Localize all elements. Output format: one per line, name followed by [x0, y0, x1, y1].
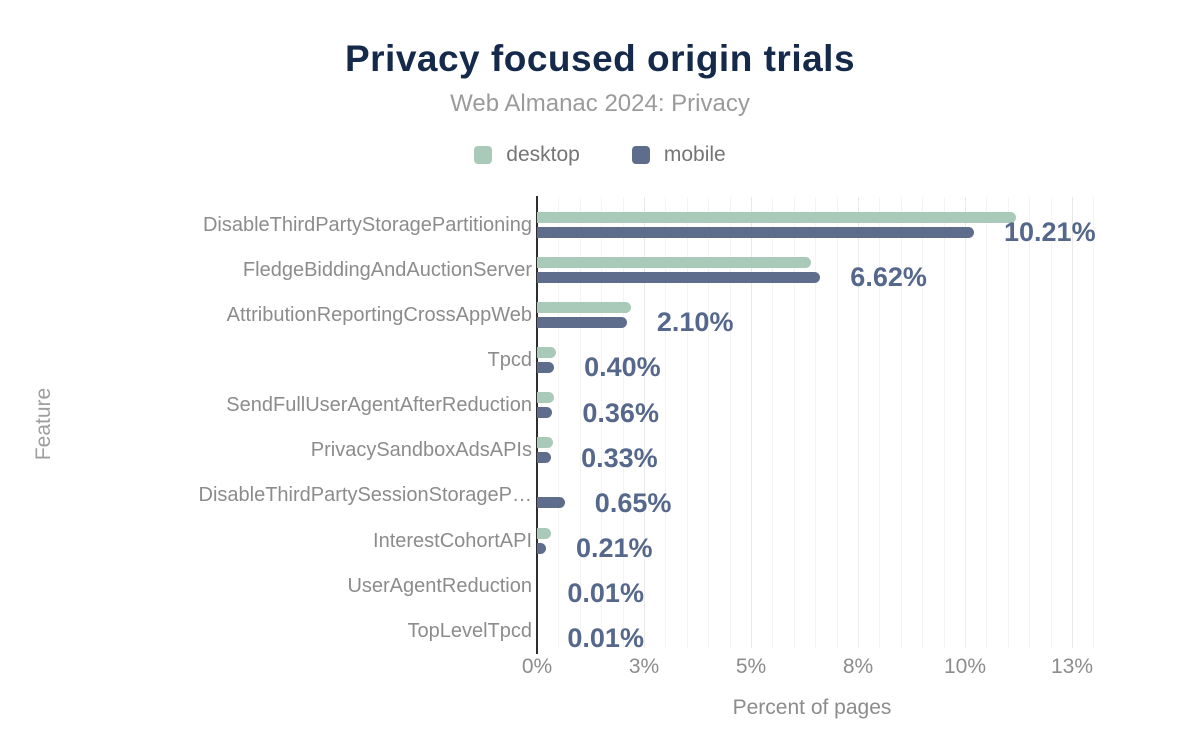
category-label: TopLevelTpcd: [407, 619, 532, 642]
minor-gridline: [772, 197, 774, 648]
value-label: 10.21%: [1004, 217, 1096, 247]
bar-desktop[interactable]: [537, 346, 557, 358]
category-label: FledgeBiddingAndAuctionServer: [242, 258, 532, 281]
major-gridline: [965, 197, 966, 648]
category-label: PrivacySandboxAdsAPIs: [310, 439, 532, 462]
major-gridline: [858, 197, 859, 648]
x-tick-label: 13%: [1050, 655, 1094, 678]
minor-gridline: [708, 197, 710, 648]
minor-gridline: [1050, 197, 1052, 648]
major-gridline: [644, 197, 645, 648]
minor-gridline: [1029, 197, 1031, 648]
minor-gridline: [601, 197, 603, 648]
minor-gridline: [879, 197, 881, 648]
minor-gridline: [665, 197, 667, 648]
bar-desktop[interactable]: [537, 392, 555, 404]
x-tick-label: 3%: [628, 655, 660, 678]
minor-gridline: [1007, 197, 1009, 648]
bar-desktop[interactable]: [537, 527, 551, 539]
value-label: 0.40%: [584, 352, 661, 383]
minor-gridline: [986, 197, 988, 648]
bar-mobile[interactable]: [537, 316, 627, 328]
major-gridline: [751, 197, 752, 648]
legend-label: mobile: [663, 143, 726, 166]
category-label: UserAgentReduction: [347, 574, 532, 597]
major-gridline: [1072, 197, 1073, 648]
bar-mobile[interactable]: [537, 497, 565, 509]
category-label: AttributionReportingCrossAppWeb: [226, 303, 532, 326]
value-label: 0.01%: [567, 578, 644, 609]
bar-desktop[interactable]: [537, 301, 632, 313]
x-axis-title: Percent of pages: [732, 696, 892, 719]
minor-gridline: [922, 197, 924, 648]
legend: desktop mobile: [0, 142, 1200, 168]
minor-gridline: [622, 197, 624, 648]
desktop-swatch-icon: [474, 146, 493, 164]
chart-title: Privacy focused origin trials: [344, 38, 856, 79]
value-label: 0.01%: [567, 623, 644, 654]
legend-item-desktop[interactable]: desktop: [474, 143, 580, 167]
mobile-swatch-icon: [631, 146, 650, 164]
category-label: SendFullUserAgentAfterReduction: [226, 394, 532, 417]
minor-gridline: [579, 197, 581, 648]
value-label: 0.36%: [582, 397, 659, 428]
minor-gridline: [558, 197, 560, 648]
chart-subtitle: Web Almanac 2024: Privacy: [450, 90, 750, 117]
x-tick-label: 8%: [842, 655, 874, 678]
bar-mobile[interactable]: [537, 226, 974, 238]
value-label: 2.10%: [656, 307, 734, 338]
bar-mobile[interactable]: [537, 452, 552, 464]
bar-desktop[interactable]: [537, 256, 811, 268]
minor-gridline: [836, 197, 838, 648]
minor-gridline: [1093, 197, 1095, 648]
bar-mobile[interactable]: [537, 542, 546, 554]
bar-desktop[interactable]: [537, 211, 1017, 223]
minor-gridline: [793, 197, 795, 648]
minor-gridline: [943, 197, 945, 648]
minor-gridline: [900, 197, 902, 648]
x-tick-label: 0%: [521, 655, 553, 678]
y-axis-line: [536, 196, 538, 654]
bar-desktop[interactable]: [537, 437, 554, 449]
x-tick-label: 10%: [943, 655, 987, 678]
category-label: InterestCohortAPI: [373, 529, 532, 552]
minor-gridline: [815, 197, 817, 648]
value-label: 0.21%: [576, 533, 653, 564]
value-label: 6.62%: [850, 262, 927, 293]
x-tick-label: 5%: [735, 655, 767, 678]
bar-mobile[interactable]: [537, 407, 553, 419]
category-label: DisableThirdPartyStoragePartitioning: [202, 213, 532, 236]
value-label: 0.65%: [594, 487, 672, 518]
minor-gridline: [686, 197, 688, 648]
legend-item-mobile[interactable]: mobile: [631, 143, 726, 167]
bar-mobile[interactable]: [537, 361, 555, 373]
minor-gridline: [729, 197, 731, 648]
bar-mobile[interactable]: [537, 271, 821, 283]
legend-label: desktop: [506, 143, 580, 166]
value-label: 0.33%: [581, 442, 658, 473]
category-label: Tpcd: [487, 348, 532, 371]
y-axis-title: Feature: [32, 387, 55, 461]
category-label: DisableThirdPartySessionStorageP…: [198, 484, 533, 507]
